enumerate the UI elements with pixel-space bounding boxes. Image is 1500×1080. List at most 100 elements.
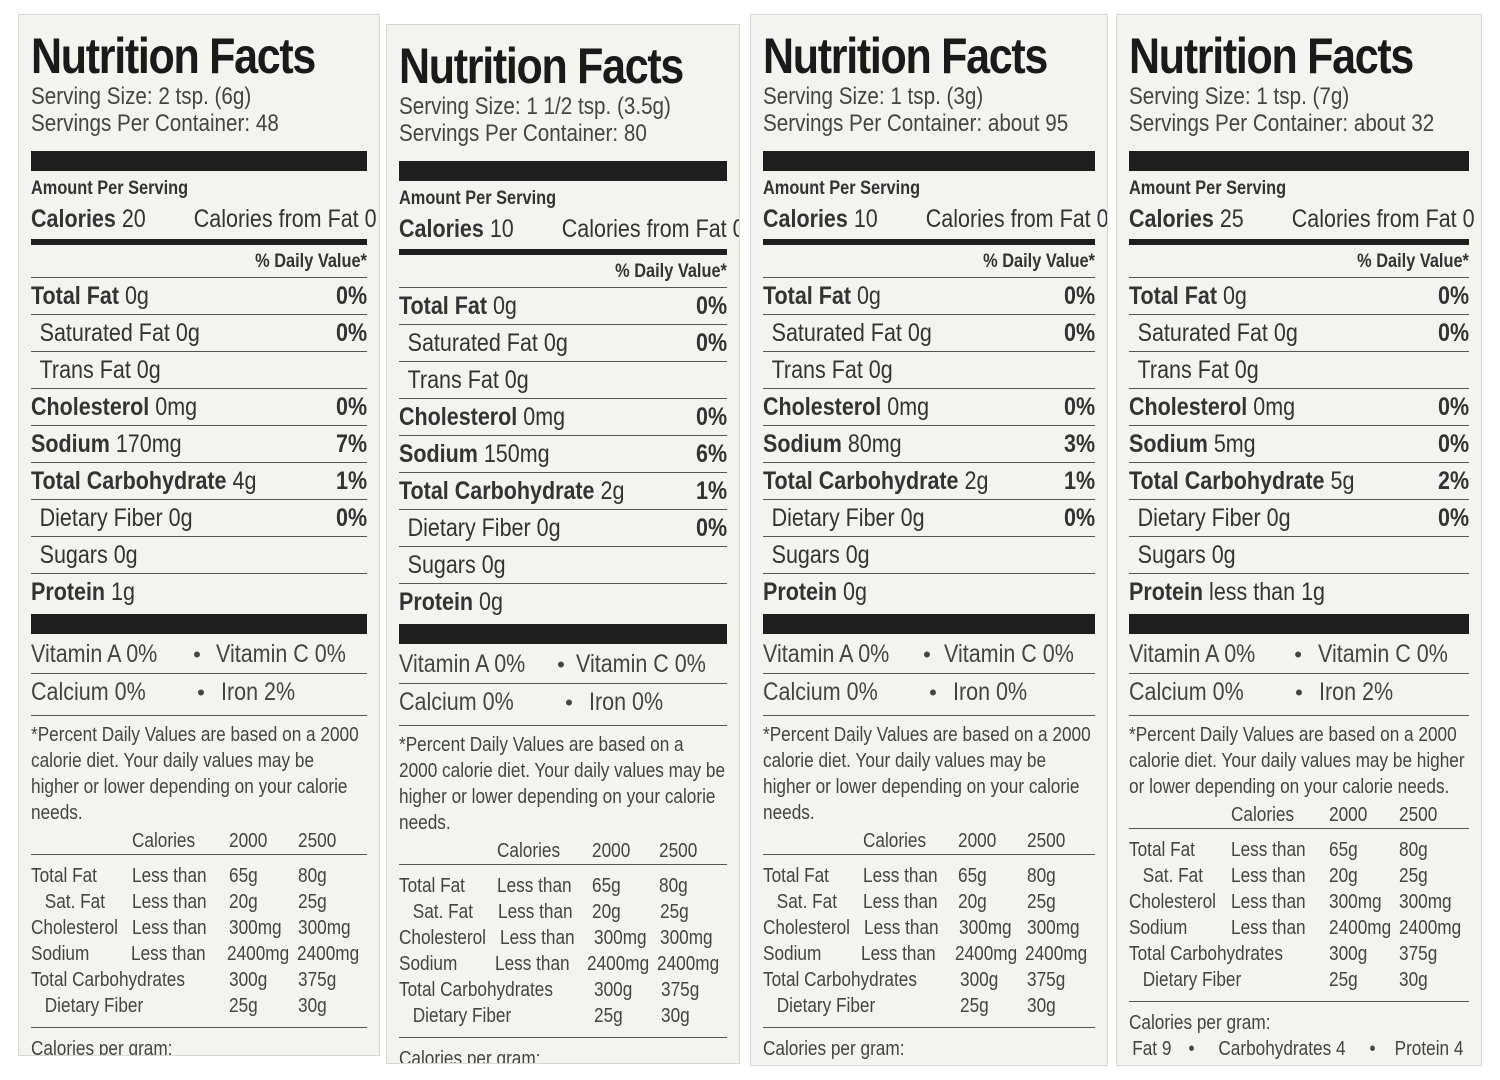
daily-value-label: % Daily Value*: [1357, 251, 1469, 272]
nutrient-label: Total Carbohydrate 2g: [763, 463, 988, 499]
dv-table-row: Cholesterol Less than 300mg 300mg: [31, 915, 367, 941]
serving-size: Serving Size: 1 1/2 tsp. (3.5g): [399, 93, 671, 120]
dv-table-row: Cholesterol Less than 300mg 300mg: [399, 925, 727, 951]
thick-divider: [399, 624, 727, 644]
nutrient-row: Sodium 150mg 6%: [399, 436, 727, 473]
daily-value-table: Calories 2000 2500 Total Fat Less than 65g 80g…: [763, 828, 1095, 1019]
nutrient-name: Dietary Fiber: [407, 514, 531, 542]
nutrient-label: Sodium 170mg: [31, 426, 182, 462]
mineral-row: Calcium 0% • Iron 2%: [31, 674, 367, 711]
dv-table-row: Dietary Fiber 25g 30g: [31, 993, 367, 1019]
nutrient-label: Cholesterol 0mg: [763, 389, 929, 425]
medium-divider: [31, 239, 367, 245]
dv-header-cell: 2500: [1026, 830, 1065, 852]
dv-2000: 2400mg: [587, 953, 650, 975]
nutrient-percent: 1%: [695, 477, 727, 505]
nutrient-name: Sugars: [407, 551, 476, 579]
calories-row: Calories 10 Calories from Fat 0: [399, 211, 739, 247]
dv-2000: 2400mg: [227, 943, 290, 965]
serving-size: Serving Size: 2 tsp. (6g): [31, 83, 252, 110]
dv-table-row: Total Carbohydrates 300g 375g: [399, 977, 727, 1003]
nutrient-row: Trans Fat 0g: [1129, 352, 1469, 389]
dv-2500: 2400mg: [1025, 943, 1088, 965]
calories-per-gram-title: Calories per gram:: [31, 1038, 173, 1056]
nutrient-name: Dietary Fiber: [771, 504, 895, 532]
dv-table-row: Total Carbohydrates 300g 375g: [763, 967, 1095, 993]
nutrient-amount: less than 1g: [1209, 578, 1325, 606]
dv-2500: 2400mg: [1399, 917, 1462, 939]
nutrient-percent: 1%: [335, 467, 367, 495]
nutrient-percent: 0%: [1437, 393, 1469, 421]
medium-divider: [1129, 239, 1469, 245]
nutrient-label: Sodium 5mg: [1129, 426, 1256, 462]
dv-table-row: Sodium Less than 2400mg 2400mg: [763, 941, 1095, 967]
thick-divider: [1129, 614, 1469, 634]
nutrient-row: Sugars 0g: [31, 537, 367, 574]
nutrition-label: Nutrition Facts Serving Size: 2 tsp. (6g)…: [18, 14, 380, 1056]
calories-from-fat: Calories from Fat 0: [926, 205, 1108, 233]
dv-2000: 300mg: [228, 917, 282, 939]
dv-2000: 65g: [958, 865, 987, 887]
dv-nutrient: Total Carbohydrates: [31, 969, 185, 991]
calcium: Calcium 0%: [31, 678, 146, 706]
bullet-separator: •: [1369, 1038, 1376, 1060]
servings-per-container: Servings Per Container: about 32: [1129, 110, 1435, 137]
dv-2000: 2400mg: [1329, 917, 1392, 939]
amount-per-serving: Amount Per Serving: [31, 178, 189, 199]
nutrient-name: Dietary Fiber: [39, 504, 163, 532]
nutrient-label: Sodium 80mg: [763, 426, 902, 462]
dv-nutrient: Total Carbohydrates: [1129, 943, 1283, 965]
nutrient-name: Saturated Fat: [771, 319, 902, 347]
medium-divider: [399, 249, 727, 255]
calories-per-gram-title: Calories per gram:: [399, 1048, 541, 1064]
nutrient-percent: 0%: [335, 393, 367, 421]
nutrient-label: Total Fat 0g: [399, 288, 517, 324]
calories-per-gram: Calories per gram:Fat 9•Carbohydrates 4•…: [399, 1037, 727, 1064]
nutrient-percent: 0%: [695, 292, 727, 320]
thick-divider: [31, 151, 367, 171]
dv-qualifier: [1231, 967, 1315, 993]
nutrient-amount: 0mg: [887, 393, 930, 421]
dv-2000: 20g: [958, 891, 988, 913]
nutrient-amount: 0g: [1273, 319, 1298, 347]
nutrient-amount: 170mg: [115, 430, 182, 458]
dv-2500: 25g: [297, 891, 327, 913]
bullet-separator: •: [197, 680, 205, 705]
label-title: Nutrition Facts: [399, 38, 684, 94]
nutrient-name: Protein: [399, 588, 474, 616]
bullet-separator: •: [1294, 642, 1302, 667]
nutrient-row: Dietary Fiber 0g 0%: [399, 510, 727, 547]
nutrient-name: Total Carbohydrate: [31, 467, 227, 495]
nutrient-label: Cholesterol 0mg: [31, 389, 197, 425]
dv-header-cell: [1129, 802, 1217, 828]
dv-2500: 375g: [298, 969, 337, 991]
daily-value-header: % Daily Value*: [1129, 247, 1469, 278]
dv-2000: 25g: [959, 995, 989, 1017]
nutrient-row: Dietary Fiber 0g 0%: [1129, 500, 1469, 537]
nutrient-row: Total Fat 0g 0%: [1129, 278, 1469, 315]
dv-table-row: Sodium Less than 2400mg 2400mg: [31, 941, 367, 967]
dv-nutrient: Total Fat: [31, 865, 97, 887]
dv-nutrient: Cholesterol: [399, 927, 487, 949]
dv-nutrient: Cholesterol: [1129, 891, 1217, 913]
dv-table-row: Total Fat Less than 65g 80g: [1129, 837, 1469, 863]
dv-2500: 30g: [1027, 995, 1057, 1017]
nutrient-row: Cholesterol 0mg 0%: [1129, 389, 1469, 426]
servings-per-container: Servings Per Container: about 95: [763, 110, 1069, 137]
vitamin-a: Vitamin A 0%: [1129, 640, 1256, 668]
calcium: Calcium 0%: [1129, 678, 1244, 706]
dv-qualifier: Less than: [494, 953, 570, 975]
nutrient-label: Sugars 0g: [763, 537, 870, 573]
nutrient-percent: 2%: [1437, 467, 1469, 495]
nutrient-name: Sugars: [771, 541, 840, 569]
daily-value-table: Calories 2000 2500 Total Fat Less than 65g 80g…: [399, 838, 727, 1029]
calories-value: Calories 10: [763, 201, 878, 237]
dv-qualifier: Less than: [1231, 891, 1306, 913]
nutrient-percent: 0%: [335, 282, 367, 310]
nutrient-amount: 0g: [868, 356, 893, 384]
bullet-separator: •: [820, 1062, 826, 1065]
nutrient-label: Saturated Fat 0g: [399, 325, 568, 361]
nutrient-label: Dietary Fiber 0g: [31, 500, 193, 536]
dv-table-row: Total Carbohydrates 300g 375g: [31, 967, 367, 993]
nutrient-row: Protein 1g: [31, 574, 367, 610]
